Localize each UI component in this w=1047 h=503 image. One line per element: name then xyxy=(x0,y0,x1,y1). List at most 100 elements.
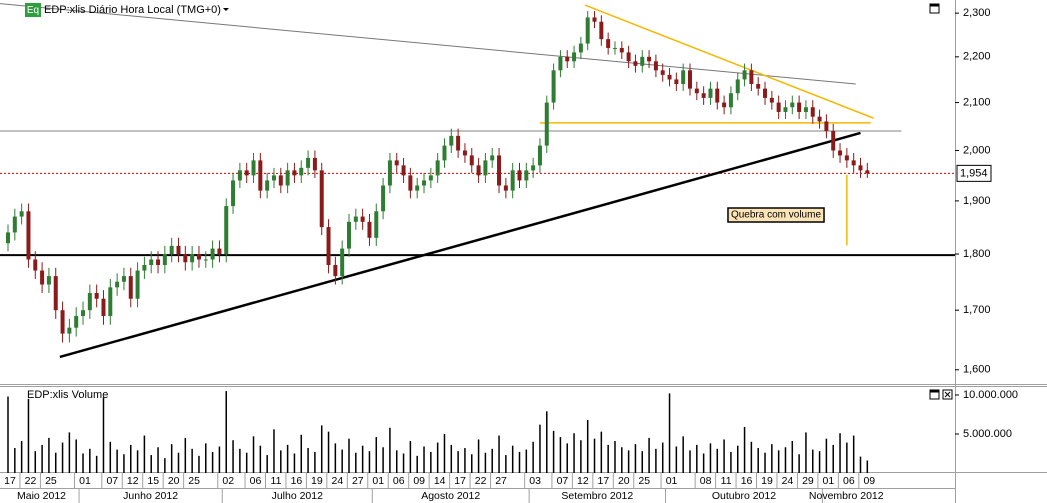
month-label: Novembro 2012 xyxy=(809,490,884,502)
volume-bar xyxy=(293,453,296,473)
volume-bar xyxy=(621,447,623,473)
candle-body xyxy=(237,170,242,181)
y-tick-label: 2,200 xyxy=(963,51,991,63)
volume-bar xyxy=(791,441,794,473)
volume-bar xyxy=(825,438,828,473)
candle-body xyxy=(769,97,774,103)
volume-bar xyxy=(205,443,207,473)
candle-body xyxy=(544,102,549,146)
candle-body xyxy=(299,167,304,176)
y-tick-label: 1,800 xyxy=(963,248,991,260)
x-tick-label: 12 xyxy=(577,475,589,487)
volume-bar xyxy=(771,444,773,473)
candle-body xyxy=(360,216,365,222)
trendline xyxy=(0,3,856,85)
x-tick-label: 01 xyxy=(79,475,91,487)
candle-body xyxy=(224,206,229,255)
volume-bar xyxy=(832,444,834,473)
candle-body xyxy=(428,175,433,181)
candle-body xyxy=(531,165,536,171)
candle-body xyxy=(558,56,563,71)
volume-bar xyxy=(123,454,125,473)
candle-body xyxy=(53,276,58,311)
volume-bar xyxy=(389,427,391,473)
volume-bar xyxy=(859,456,862,473)
volume-bar xyxy=(61,442,64,473)
candle-body xyxy=(6,232,10,244)
volume-bar xyxy=(7,396,9,473)
candle-body xyxy=(578,43,583,53)
volume-bar xyxy=(805,432,807,473)
x-tick-label: 11 xyxy=(271,475,282,487)
volume-bar xyxy=(607,444,609,473)
candle-body xyxy=(565,56,570,62)
candle-body xyxy=(592,17,597,22)
candle-body xyxy=(278,175,283,186)
volume-bar xyxy=(286,444,289,473)
month-label: Setembro 2012 xyxy=(561,490,633,502)
maximize-button[interactable] xyxy=(929,3,940,14)
candle-body xyxy=(858,165,863,171)
close-icon xyxy=(944,391,951,398)
volume-bar xyxy=(716,448,719,473)
candle-body xyxy=(244,170,249,176)
candle-body xyxy=(108,287,113,316)
volume-bar xyxy=(443,433,446,473)
volume-bar xyxy=(273,429,275,473)
volume-bar xyxy=(95,455,98,473)
x-tick-label: 12 xyxy=(127,475,139,487)
x-tick-label: 22 xyxy=(25,475,37,487)
candle-body xyxy=(142,265,147,271)
volume-bar xyxy=(423,446,425,473)
volume-bar xyxy=(491,448,493,473)
volume-bar xyxy=(484,452,487,473)
candle-body xyxy=(612,47,617,49)
volume-bar xyxy=(211,451,214,473)
volume-bar xyxy=(532,441,534,473)
x-tick-label: 09 xyxy=(413,475,425,487)
candle-body xyxy=(285,170,290,186)
volume-bar xyxy=(191,448,193,473)
candle-body xyxy=(169,245,174,255)
y-tick-label: 1,900 xyxy=(963,195,991,207)
candle-body xyxy=(824,121,829,132)
x-tick-label: 25 xyxy=(188,475,200,487)
candle-body xyxy=(585,17,590,44)
volume-bar xyxy=(314,451,316,473)
x-tick-label: 08 xyxy=(700,475,712,487)
volume-bar xyxy=(382,447,384,473)
volume-bar xyxy=(457,451,459,473)
volume-bar xyxy=(566,443,568,473)
volume-bar xyxy=(54,452,57,473)
candle-body xyxy=(660,70,665,75)
volume-bar xyxy=(730,451,732,473)
y-tick-label: 1,700 xyxy=(963,304,991,316)
candle-body xyxy=(606,39,611,48)
candle-body xyxy=(449,135,454,146)
x-tick-label: 01 xyxy=(666,475,678,487)
candle-body xyxy=(326,227,331,266)
x-tick-label: 19 xyxy=(761,475,773,487)
maximize-button[interactable] xyxy=(929,389,940,400)
volume-bar xyxy=(75,439,77,473)
volume-bar xyxy=(355,452,357,473)
volume-bar xyxy=(573,433,575,473)
volume-bar xyxy=(586,419,589,473)
badge[interactable] xyxy=(25,3,41,17)
volume-bar xyxy=(661,442,664,473)
month-label: Agosto 2012 xyxy=(421,490,480,502)
candle-body xyxy=(210,248,215,260)
volume-bar xyxy=(409,441,412,473)
volume-bar xyxy=(245,452,248,473)
volume-bar xyxy=(723,439,725,473)
candle-body xyxy=(851,160,856,166)
volume-bar xyxy=(320,425,323,473)
candle-body xyxy=(251,160,256,176)
dropdown-arrow xyxy=(222,8,229,11)
volume-bar xyxy=(395,450,398,473)
x-tick-label: 06 xyxy=(843,475,855,487)
volume-bar xyxy=(116,449,118,473)
candle-body xyxy=(619,47,624,53)
candle-body xyxy=(667,74,672,80)
volume-bar xyxy=(102,397,105,473)
